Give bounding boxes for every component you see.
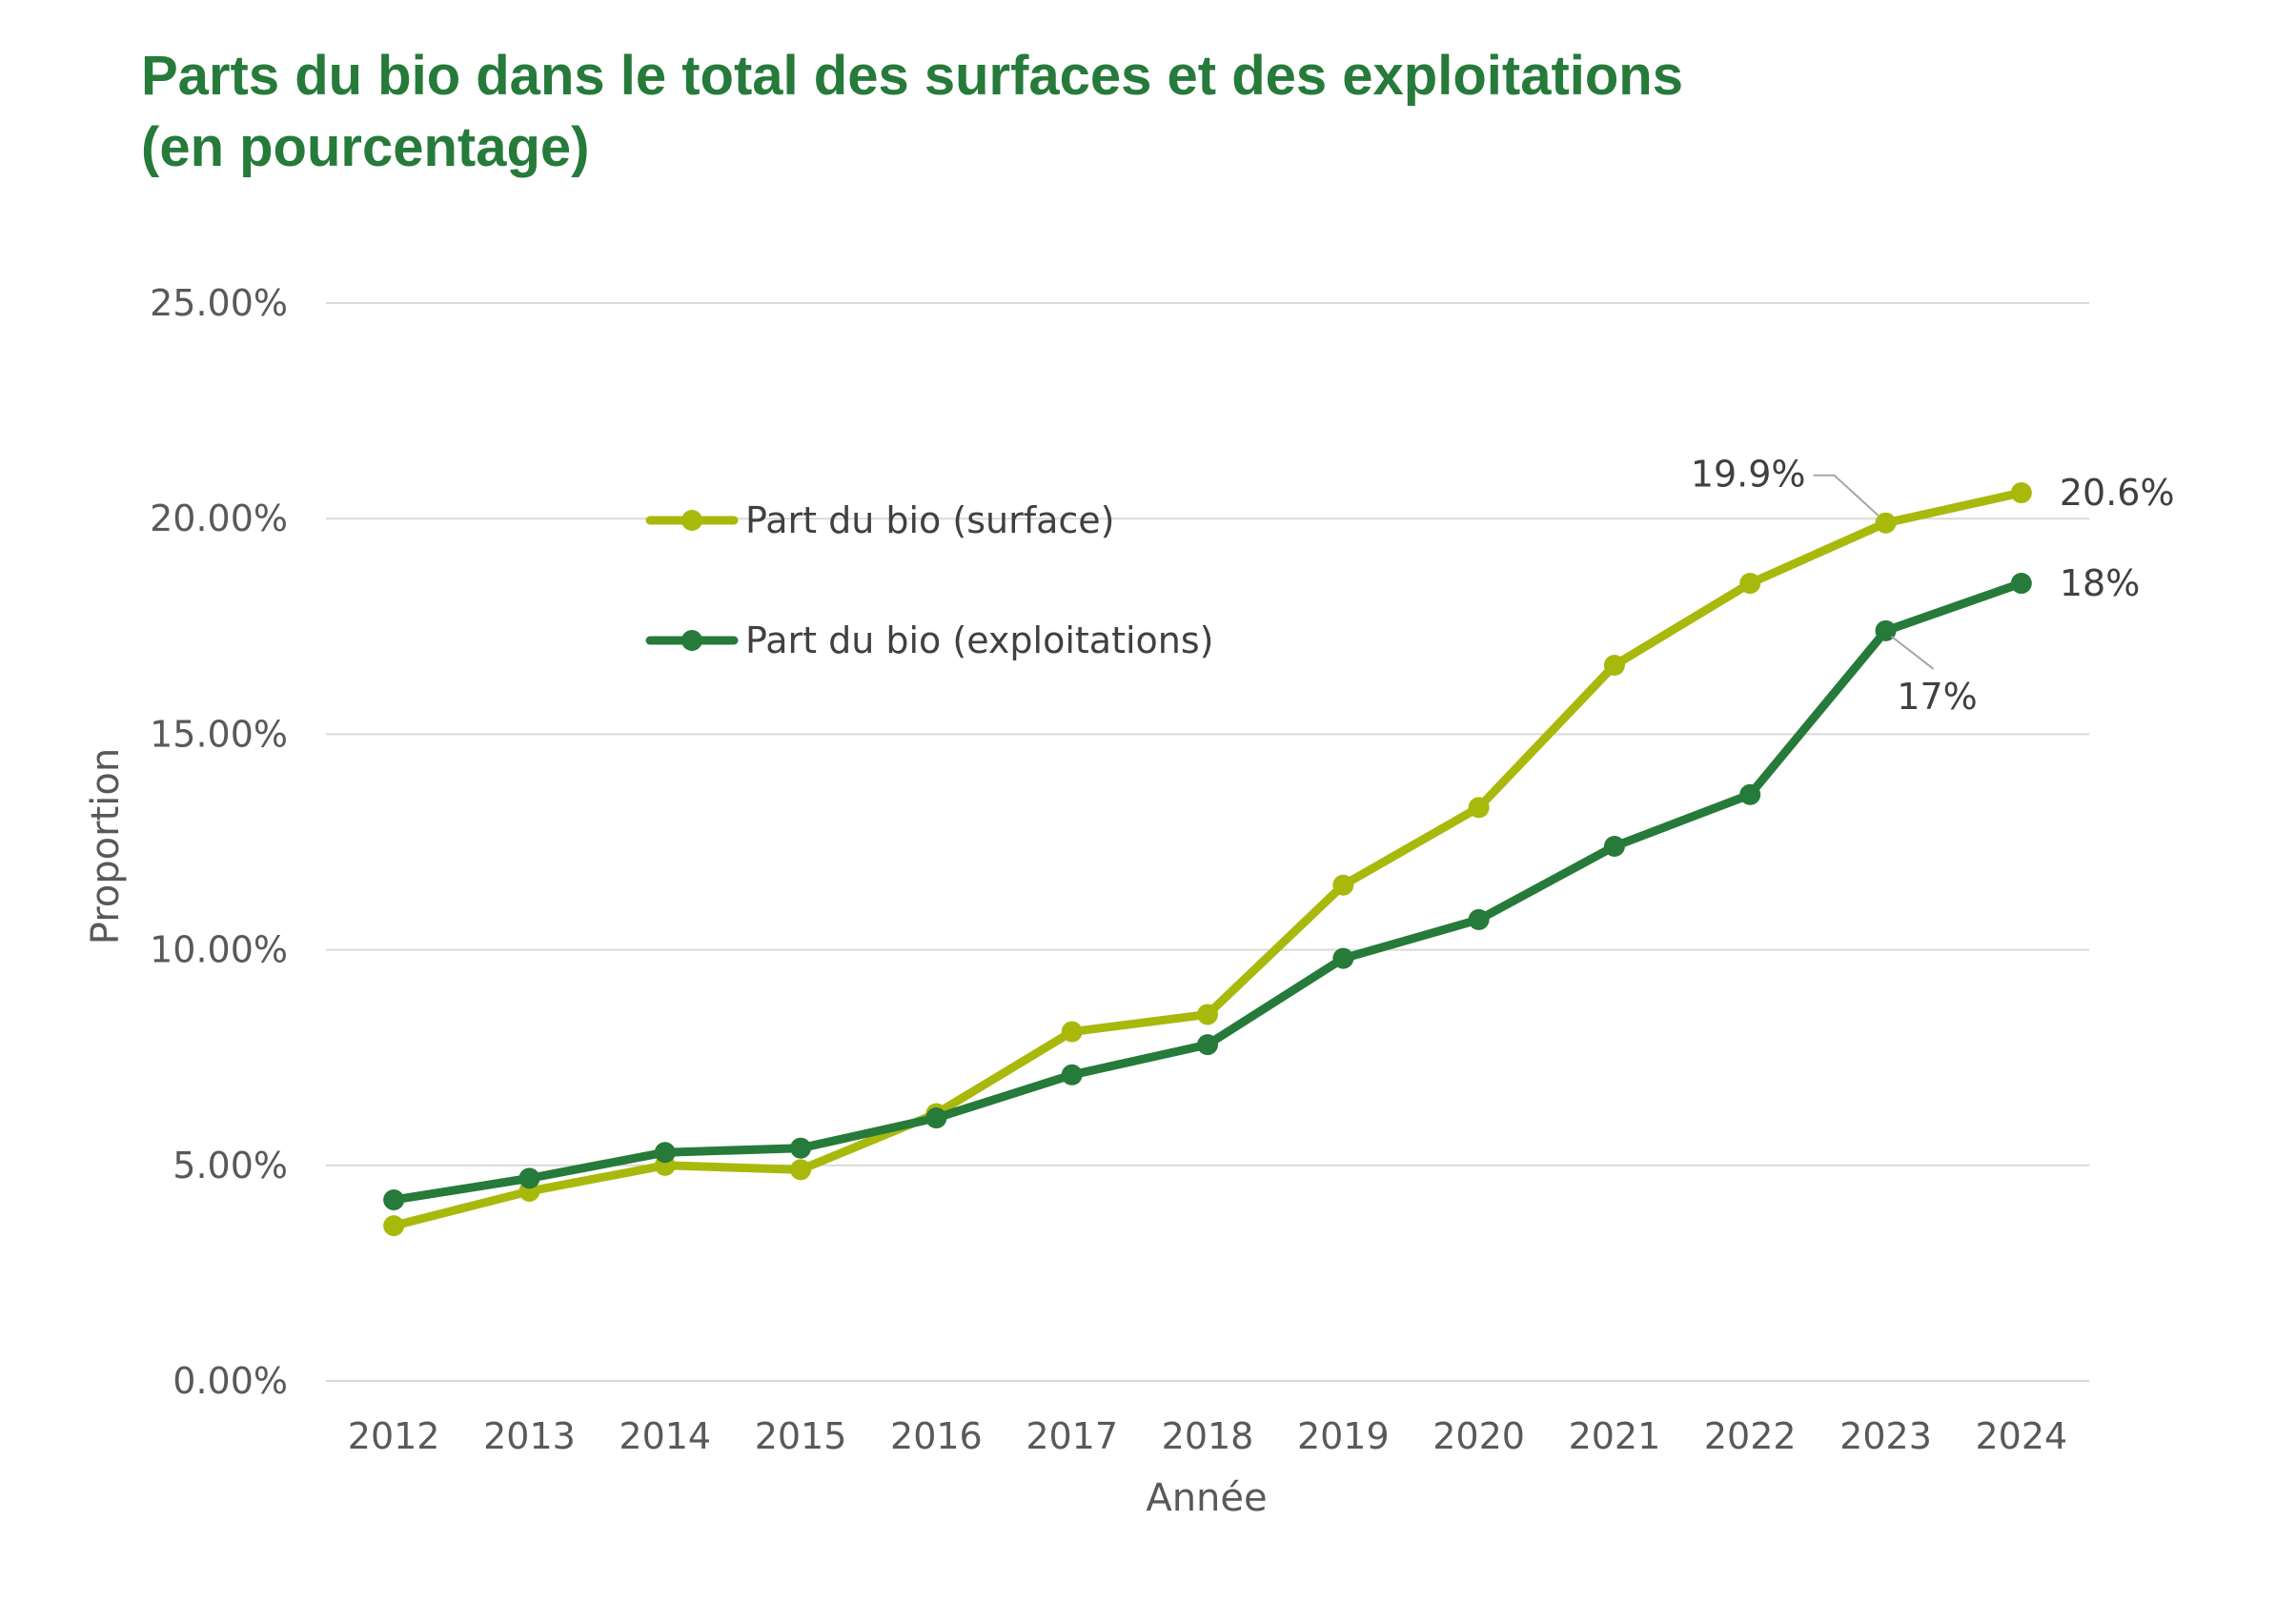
x-tick-label: 2015	[755, 1415, 847, 1457]
data-point	[1061, 1021, 1083, 1043]
data-point	[1197, 1034, 1218, 1056]
y-tick-label: 20.00%	[150, 497, 288, 539]
data-point	[1875, 512, 1897, 534]
x-tick-label: 2012	[348, 1415, 440, 1457]
data-label-leader-line	[1890, 636, 1935, 670]
legend-swatch-marker	[681, 630, 702, 651]
data-label: 19.9%	[1691, 454, 1806, 496]
chart-title: Parts du bio dans le total des surfaces …	[141, 40, 1683, 184]
x-tick-label: 2018	[1162, 1415, 1254, 1457]
data-point	[1332, 947, 1354, 969]
data-labels: 19.9% 20.6% 17% 18%	[1691, 454, 2175, 718]
legend-label: Part du bio (surface)	[745, 499, 1114, 541]
data-point	[1603, 655, 1625, 677]
y-tick-label: 15.00%	[150, 713, 288, 755]
series-surface	[383, 482, 2032, 1237]
data-label-leader-line	[1813, 474, 1879, 517]
data-label: 20.6%	[2060, 472, 2175, 514]
data-point	[2010, 482, 2032, 504]
data-point	[1332, 874, 1354, 896]
data-point	[790, 1137, 812, 1159]
gridlines	[326, 302, 2089, 1382]
data-point	[1739, 783, 1761, 805]
x-tick-label: 2021	[1569, 1415, 1661, 1457]
legend-item: Part du bio (exploitations)	[645, 619, 1214, 661]
x-axis-tick-labels: 2012 2013 2014 2015 2016 2017 2018 2019 2020 2021…	[348, 1415, 2067, 1457]
series-line	[389, 488, 2026, 1230]
x-tick-label: 2023	[1839, 1415, 1932, 1457]
x-tick-label: 2017	[1026, 1415, 1118, 1457]
y-axis-title: Proportion	[84, 748, 128, 944]
data-point	[654, 1142, 676, 1164]
data-point	[1603, 836, 1625, 858]
y-tick-label: 25.00%	[150, 282, 288, 324]
x-tick-label: 2014	[619, 1415, 711, 1457]
x-tick-label: 2016	[890, 1415, 983, 1457]
data-point	[1061, 1064, 1083, 1086]
data-label: 17%	[1897, 676, 1977, 718]
data-point	[1197, 1004, 1218, 1025]
data-point	[925, 1107, 947, 1129]
data-point	[1468, 908, 1490, 930]
x-tick-label: 2024	[1975, 1415, 2067, 1457]
series-exploitations	[383, 573, 2032, 1210]
series-line	[389, 578, 2026, 1205]
data-point	[1875, 619, 1897, 641]
chart-title-line-2: (en pourcentage)	[141, 116, 590, 179]
data-point	[790, 1159, 812, 1181]
legend: Part du bio (surface) Part du bio (exploi…	[645, 499, 1214, 661]
x-tick-label: 2022	[1704, 1415, 1797, 1457]
x-tick-label: 2013	[483, 1415, 576, 1457]
y-tick-label: 5.00%	[173, 1145, 288, 1187]
y-tick-label: 0.00%	[173, 1360, 288, 1402]
series-layer	[383, 482, 2032, 1237]
chart-title-line-1: Parts du bio dans le total des surfaces …	[141, 45, 1683, 107]
data-point	[1739, 573, 1761, 595]
y-tick-label: 10.00%	[150, 929, 288, 971]
x-tick-label: 2020	[1432, 1415, 1525, 1457]
x-axis-title: Année	[1146, 1476, 1267, 1520]
data-point	[383, 1188, 405, 1210]
data-point	[383, 1215, 405, 1237]
legend-swatch-marker	[681, 510, 702, 531]
x-tick-label: 2019	[1297, 1415, 1390, 1457]
data-point	[2010, 573, 2032, 595]
legend-item: Part du bio (surface)	[645, 499, 1114, 541]
data-label: 18%	[2060, 562, 2140, 604]
y-axis-tick-labels: 0.00% 5.00% 10.00% 15.00% 20.00% 25.00%	[150, 282, 288, 1402]
legend-label: Part du bio (exploitations)	[745, 619, 1214, 661]
data-point	[518, 1167, 540, 1189]
data-point	[1468, 797, 1490, 819]
